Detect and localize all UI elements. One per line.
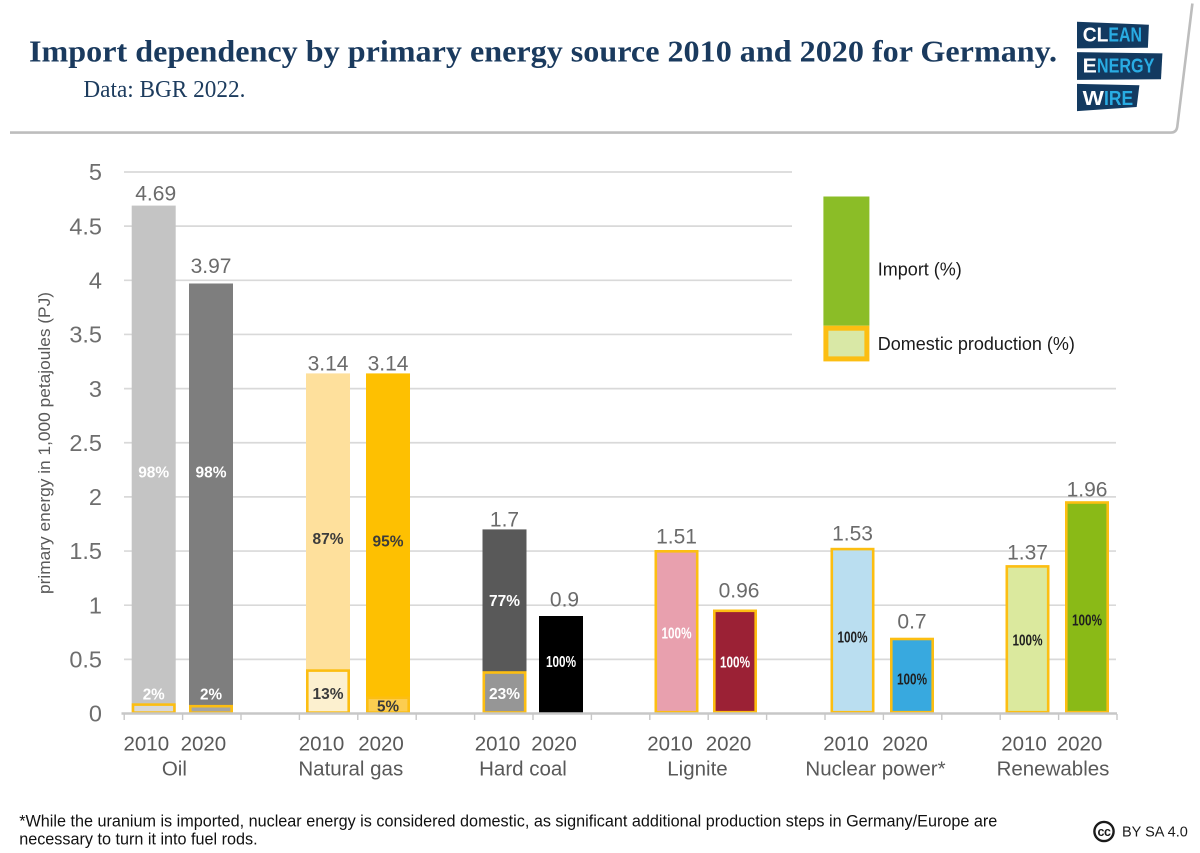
svg-text:2010: 2010 <box>647 733 693 756</box>
svg-text:Lignite: Lignite <box>667 758 727 781</box>
svg-text:3.14: 3.14 <box>368 353 409 376</box>
svg-text:1: 1 <box>89 592 102 618</box>
svg-text:0.9: 0.9 <box>550 589 579 612</box>
svg-text:cc: cc <box>1098 825 1111 839</box>
svg-text:3.97: 3.97 <box>191 255 232 278</box>
svg-text:2020: 2020 <box>1057 733 1103 756</box>
svg-text:100%: 100% <box>662 626 692 643</box>
svg-text:1.53: 1.53 <box>832 523 873 546</box>
svg-text:5: 5 <box>89 159 102 185</box>
svg-text:98%: 98% <box>138 465 169 482</box>
svg-text:87%: 87% <box>313 531 344 548</box>
svg-text:Oil: Oil <box>162 758 187 781</box>
svg-text:Import dependency by primary e: Import dependency by primary energy sour… <box>29 35 1057 69</box>
svg-text:2020: 2020 <box>706 733 752 756</box>
svg-text:Data: BGR 2022.: Data: BGR 2022. <box>83 76 245 103</box>
svg-text:98%: 98% <box>196 465 227 482</box>
svg-text:2020: 2020 <box>358 733 404 756</box>
svg-text:77%: 77% <box>489 593 520 610</box>
svg-text:2010: 2010 <box>123 733 169 756</box>
svg-text:1.7: 1.7 <box>490 509 519 532</box>
svg-text:23%: 23% <box>489 686 520 703</box>
svg-text:3: 3 <box>89 376 102 402</box>
svg-text:IRE: IRE <box>1104 87 1133 110</box>
svg-text:2010: 2010 <box>299 733 345 756</box>
svg-text:Nuclear power*: Nuclear power* <box>805 758 945 781</box>
svg-text:0.7: 0.7 <box>897 611 926 634</box>
svg-text:1.5: 1.5 <box>69 538 102 564</box>
svg-text:E: E <box>1083 54 1097 77</box>
svg-text:Import (%): Import (%) <box>878 260 962 280</box>
svg-text:CL: CL <box>1083 23 1109 46</box>
svg-text:2.5: 2.5 <box>69 430 102 456</box>
svg-text:2: 2 <box>89 484 102 510</box>
svg-text:0: 0 <box>89 701 102 727</box>
svg-text:100%: 100% <box>838 630 868 647</box>
svg-text:Natural gas: Natural gas <box>298 758 403 781</box>
svg-text:Domestic production (%): Domestic production (%) <box>878 334 1075 354</box>
svg-text:*While the uranium is imported: *While the uranium is imported, nuclear … <box>19 812 997 830</box>
svg-text:W: W <box>1083 87 1105 110</box>
svg-text:necessary to turn it into fuel: necessary to turn it into fuel rods. <box>19 831 257 848</box>
svg-text:0.5: 0.5 <box>69 647 102 673</box>
svg-text:5%: 5% <box>377 699 399 716</box>
svg-text:2010: 2010 <box>1001 733 1047 756</box>
svg-text:2020: 2020 <box>531 733 577 756</box>
svg-text:BY SA 4.0: BY SA 4.0 <box>1122 825 1188 841</box>
svg-text:100%: 100% <box>720 655 750 672</box>
svg-text:NERGY: NERGY <box>1097 54 1155 77</box>
svg-text:4.5: 4.5 <box>69 213 102 239</box>
svg-text:1.51: 1.51 <box>656 526 697 549</box>
svg-text:EAN: EAN <box>1108 23 1142 46</box>
svg-text:100%: 100% <box>897 672 927 689</box>
svg-text:95%: 95% <box>373 534 404 551</box>
svg-text:Renewables: Renewables <box>997 758 1110 781</box>
svg-text:13%: 13% <box>313 686 344 703</box>
svg-text:3.14: 3.14 <box>308 353 349 376</box>
svg-text:2%: 2% <box>143 687 165 704</box>
svg-text:Hard coal: Hard coal <box>479 758 567 781</box>
svg-text:2020: 2020 <box>882 733 928 756</box>
svg-text:4.69: 4.69 <box>135 183 176 206</box>
svg-text:2010: 2010 <box>475 733 521 756</box>
svg-text:primary energy in 1,000 petajo: primary energy in 1,000 petajoules (PJ) <box>36 292 54 594</box>
svg-text:1.96: 1.96 <box>1067 479 1108 502</box>
svg-text:0.96: 0.96 <box>719 580 760 603</box>
svg-text:4: 4 <box>89 268 102 294</box>
svg-text:3.5: 3.5 <box>69 322 102 348</box>
svg-text:100%: 100% <box>1072 613 1102 630</box>
svg-text:1.37: 1.37 <box>1007 542 1048 565</box>
svg-text:2010: 2010 <box>823 733 869 756</box>
svg-text:2020: 2020 <box>181 733 227 756</box>
svg-text:100%: 100% <box>546 654 576 671</box>
svg-text:2%: 2% <box>200 687 222 704</box>
svg-text:100%: 100% <box>1013 633 1043 650</box>
